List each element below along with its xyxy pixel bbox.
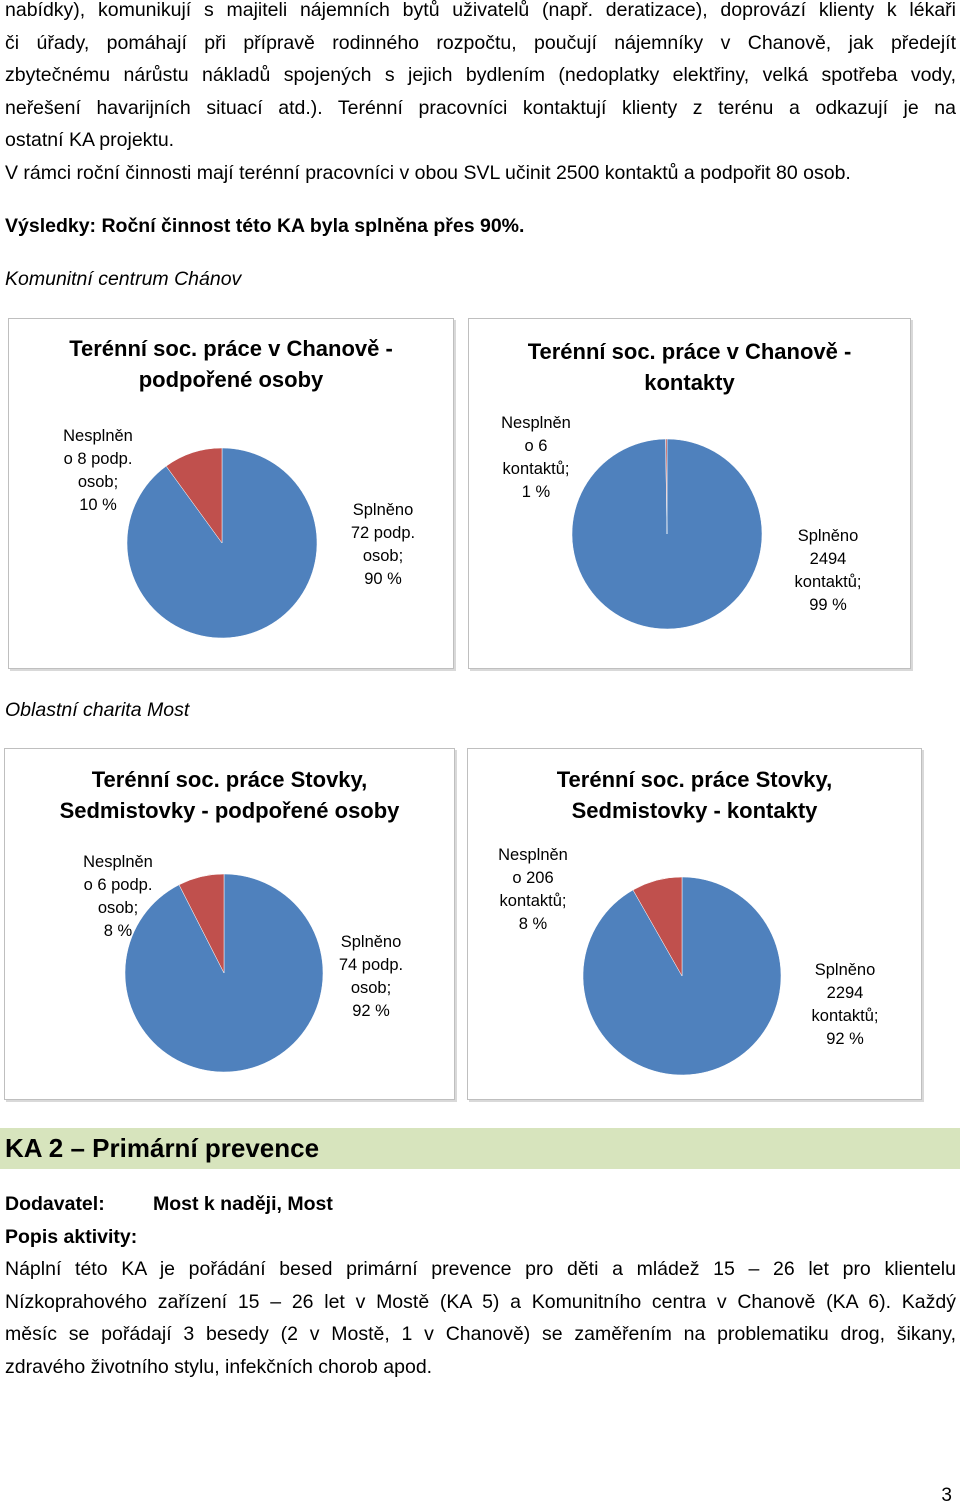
pie-chart	[124, 873, 324, 1073]
section-heading-ka2: KA 2 – Primární prevence	[0, 1128, 960, 1169]
chart-chanov-contacts: Terénní soc. práce v Chanově - kontakty …	[468, 318, 911, 669]
chart-most-contacts: Terénní soc. práce Stovky, Sedmistovky -…	[467, 748, 922, 1100]
activity-label: Popis aktivity:	[5, 1226, 138, 1248]
intro-paragraph: nabídky), komunikují s majiteli nájemníc…	[5, 0, 956, 157]
pie-slice-unfulfilled	[632, 876, 683, 977]
pie-label-line: o 206	[512, 869, 554, 887]
pie-label-line: o 6	[524, 437, 548, 455]
pie-label-line: Splněno	[814, 961, 876, 979]
pie-label-fulfilled: Splněno 2494 kontaktů; 99 %	[783, 525, 873, 617]
pie-slice-unfulfilled	[665, 438, 668, 535]
pie-label-line: o 8 podp.	[63, 450, 133, 468]
chart-title-line: Terénní soc. práce v Chanově -	[527, 339, 852, 364]
pie-label-line: osob;	[350, 979, 392, 997]
pie-slice-unfulfilled	[178, 873, 225, 974]
intro-line: zbytečnému nárůstu nákladů spojených s j…	[5, 64, 956, 86]
pie-label-line: 99 %	[809, 596, 847, 614]
supplier-value: Most k naději, Most	[153, 1193, 333, 1215]
intro-line: nabídky), komunikují s majiteli nájemníc…	[5, 0, 956, 21]
pie-label-line: 2294	[826, 984, 864, 1002]
pie-label-line: 2494	[809, 550, 847, 568]
pie-label-line: o 6 podp.	[83, 876, 153, 894]
pie-label-line: 8 %	[103, 922, 133, 940]
pie-label-unfulfilled: Nesplněn o 6 kontaktů; 1 %	[495, 412, 577, 504]
pie-label-unfulfilled: Nesplněn o 8 podp. osob; 10 %	[57, 425, 139, 517]
chart-title-line: Terénní soc. práce Stovky,	[91, 767, 368, 792]
intro-line: neřešení havarijních situací atd.). Teré…	[5, 96, 956, 119]
pie-label-line: osob;	[77, 473, 119, 491]
chart-title: Terénní soc. práce v Chanově - kontakty	[469, 336, 910, 398]
target-sentence: V rámci roční činnosti mají terénní prac…	[5, 162, 851, 184]
pie-label-line: 10 %	[79, 496, 117, 514]
pie-label-line: 8 %	[518, 915, 548, 933]
intro-line: či úřady, pomáhají při přípravě rodinnéh…	[5, 31, 956, 54]
chart-title-line: Sedmistovky - kontakty	[571, 798, 818, 823]
pie-label-line: 90 %	[364, 570, 402, 588]
pie-label-line: 92 %	[352, 1002, 390, 1020]
pie-label-line: Splněno	[340, 933, 402, 951]
pie-label-line: 72 podp.	[350, 524, 416, 542]
results-sentence: Výsledky: Roční činnost této KA byla spl…	[5, 215, 525, 237]
chart-title: Terénní soc. práce Stovky, Sedmistovky -…	[5, 764, 454, 826]
pie-label-line: Nesplněn	[83, 853, 153, 871]
description-line: zdravého životního stylu, infekčních cho…	[5, 1355, 433, 1378]
section-title-chanov: Komunitní centrum Chánov	[5, 268, 242, 290]
pie-label-fulfilled: Splněno 72 podp. osob; 90 %	[343, 499, 423, 591]
pie-label-line: 74 podp.	[338, 956, 404, 974]
pie-label-line: 92 %	[826, 1030, 864, 1048]
pie-label-line: osob;	[362, 547, 404, 565]
page-number: 3	[941, 1485, 952, 1506]
chart-title: Terénní soc. práce Stovky, Sedmistovky -…	[468, 764, 921, 826]
chart-title-line: Sedmistovky - podpořené osoby	[59, 798, 400, 823]
pie-chart	[571, 438, 763, 630]
pie-label-line: Nesplněn	[63, 427, 133, 445]
chart-title-line: kontakty	[644, 370, 735, 395]
ka2-description: Náplní této KA je pořádání besed primárn…	[5, 1253, 956, 1383]
pie-label-unfulfilled: Nesplněn o 206 kontaktů; 8 %	[488, 844, 578, 936]
pie-label-fulfilled: Splněno 2294 kontaktů; 92 %	[800, 959, 890, 1051]
pie-label-line: Splněno	[797, 527, 859, 545]
pie-label-line: kontaktů;	[811, 1007, 879, 1025]
pie-label-line: osob;	[97, 899, 139, 917]
pie-slice-unfulfilled	[165, 447, 223, 544]
intro-line: ostatní KA projektu.	[5, 129, 175, 151]
description-line: měsíc se pořádají 3 besedy (2 v Mostě, 1…	[5, 1323, 956, 1345]
chart-title-line: Terénní soc. práce v Chanově -	[69, 336, 393, 361]
pie-label-fulfilled: Splněno 74 podp. osob; 92 %	[331, 931, 411, 1023]
chart-title-line: Terénní soc. práce Stovky,	[556, 767, 833, 792]
pie-label-line: kontaktů;	[794, 573, 862, 591]
pie-chart	[126, 447, 318, 639]
pie-chart	[582, 876, 782, 1076]
pie-label-line: kontaktů;	[499, 892, 567, 910]
pie-label-line: kontaktů;	[502, 460, 570, 478]
chart-chanov-persons: Terénní soc. práce v Chanově - podpořené…	[8, 318, 454, 669]
description-line: Nízkoprahového zařízení 15 – 26 let v Mo…	[5, 1290, 956, 1313]
pie-label-line: Nesplněn	[501, 414, 571, 432]
description-line: Náplní této KA je pořádání besed primárn…	[5, 1258, 956, 1280]
pie-label-unfulfilled: Nesplněn o 6 podp. osob; 8 %	[77, 851, 159, 943]
pie-label-line: Splněno	[352, 501, 414, 519]
chart-title: Terénní soc. práce v Chanově - podpořené…	[9, 333, 453, 395]
chart-title-line: podpořené osoby	[138, 367, 324, 392]
supplier-label: Dodavatel:	[5, 1193, 105, 1215]
chart-most-persons: Terénní soc. práce Stovky, Sedmistovky -…	[4, 748, 455, 1100]
pie-label-line: 1 %	[521, 483, 551, 501]
pie-label-line: Nesplněn	[498, 846, 568, 864]
section-title-most: Oblastní charita Most	[5, 699, 190, 721]
